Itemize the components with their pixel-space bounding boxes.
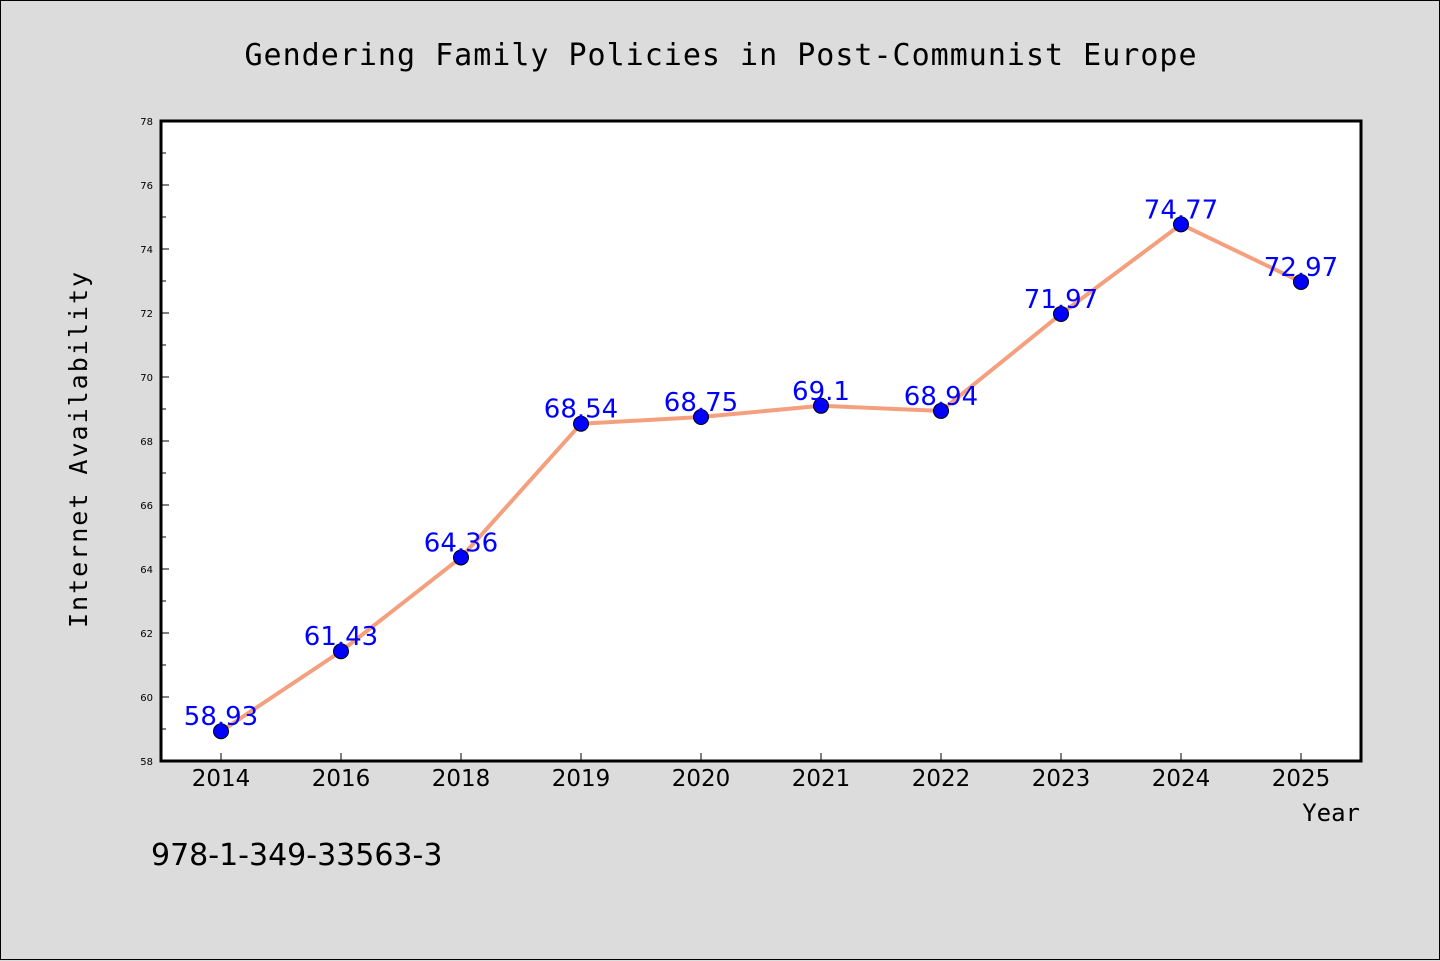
y-tick-label: 76 — [140, 181, 153, 192]
data-point-marker — [813, 397, 829, 414]
x-tick-label: 2021 — [792, 766, 851, 792]
data-point-marker — [213, 723, 229, 740]
x-tick-label: 2023 — [1032, 766, 1091, 792]
data-point-marker — [933, 402, 949, 419]
y-tick-label: 78 — [140, 117, 153, 128]
y-tick-label: 72 — [140, 309, 153, 320]
series-line — [219, 222, 1302, 733]
y-tick-label: 74 — [140, 245, 153, 256]
data-point-marker — [693, 409, 709, 425]
y-axis-label: Internet Availability — [64, 270, 93, 628]
y-tick-label: 68 — [140, 437, 153, 448]
x-tick-label: 2020 — [672, 766, 731, 792]
x-tick-label: 2016 — [312, 766, 371, 792]
isbn-text: 978-1-349-33563-3 — [151, 838, 442, 873]
data-label: 64.36 — [424, 528, 498, 558]
data-label: 72.97 — [1264, 253, 1338, 283]
series-group: 58.93 61.43 64.36 68.54 68.75 69.1 68.94 71.97 7… — [184, 195, 1338, 740]
data-label: 74.77 — [1144, 195, 1218, 225]
data-label: 71.97 — [1024, 285, 1098, 315]
x-tick-label: 2014 — [192, 766, 251, 792]
x-tick-label: 2018 — [432, 766, 491, 792]
data-point-marker — [573, 415, 589, 432]
data-point-marker — [1053, 305, 1069, 322]
y-tick-label: 64 — [140, 565, 153, 576]
y-axis-ticks: 58 60 62 64 66 68 70 72 74 76 78 — [140, 117, 169, 768]
x-axis-label: Year — [1302, 799, 1360, 827]
y-tick-label: 58 — [140, 757, 153, 768]
data-label: 61.43 — [304, 622, 378, 652]
x-axis-ticks: 2014 2016 2018 2019 2020 2021 2022 2023 2024 2025 — [192, 753, 1331, 792]
x-tick-label: 2019 — [552, 766, 611, 792]
data-point-marker — [333, 643, 349, 660]
data-point-marker — [1173, 216, 1189, 233]
data-label: 68.54 — [544, 395, 618, 425]
data-label: 68.94 — [904, 382, 978, 412]
data-point-marker — [1293, 273, 1309, 290]
y-tick-label: 60 — [140, 693, 153, 704]
y-tick-label: 62 — [140, 629, 153, 640]
data-label: 69.1 — [792, 377, 850, 407]
data-point-marker — [453, 549, 469, 566]
data-label: 68.75 — [664, 388, 738, 418]
x-tick-label: 2022 — [912, 766, 971, 792]
chart-title: Gendering Family Policies in Post-Commun… — [244, 38, 1197, 73]
data-label: 58.93 — [184, 702, 258, 732]
x-tick-label: 2025 — [1272, 766, 1331, 792]
y-tick-label: 70 — [140, 373, 153, 384]
y-tick-label: 66 — [140, 501, 153, 512]
plot-area — [159, 119, 1363, 763]
x-tick-label: 2024 — [1152, 766, 1211, 792]
